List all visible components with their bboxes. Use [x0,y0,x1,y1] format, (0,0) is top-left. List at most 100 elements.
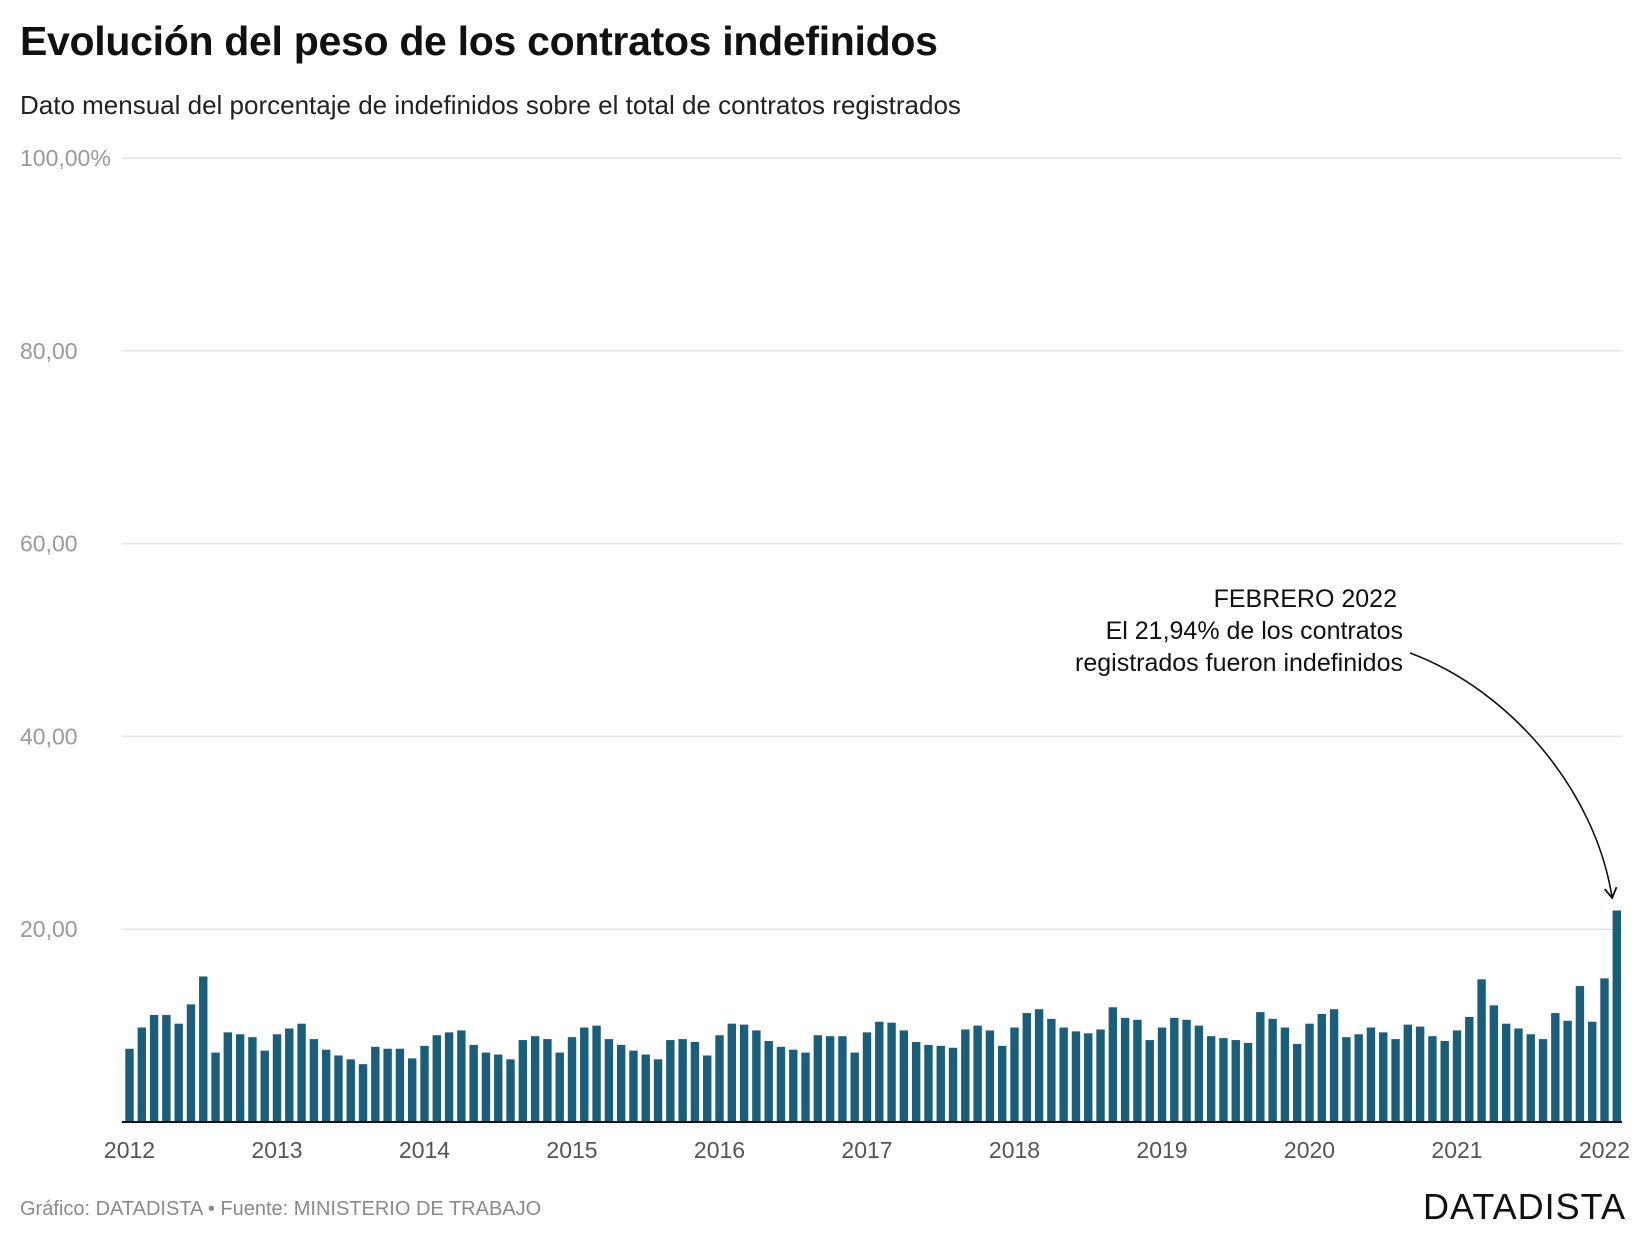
bar [420,1045,429,1122]
x-tick-label: 2018 [989,1137,1040,1163]
x-tick-label: 2015 [546,1137,597,1163]
y-tick-label: 100,00% [20,145,111,171]
bar [690,1041,700,1122]
bar [1268,1018,1277,1122]
bar [1022,1013,1031,1122]
source-note: Gráfico: DATADISTA • Fuente: MINISTERIO … [20,1198,542,1220]
bar [248,1037,257,1122]
bar [1526,1034,1535,1122]
chart-title: Evolución del peso de los contratos inde… [20,18,938,64]
x-tick-label: 2014 [399,1137,450,1163]
x-tick-label: 2012 [104,1137,155,1163]
bar [1096,1029,1105,1122]
bar [1219,1038,1228,1122]
bar [199,976,208,1122]
bar [383,1048,392,1122]
bar [1501,1023,1511,1122]
bar [334,1055,343,1122]
bar [457,1030,466,1122]
bar [776,1046,786,1122]
y-tick-label: 20,00 [20,916,78,942]
bar [1415,1026,1425,1122]
bar [629,1050,638,1122]
bar [149,1015,159,1122]
bar [309,1039,319,1122]
bar [1231,1040,1240,1122]
x-tick-label: 2022 [1579,1137,1630,1163]
bar [973,1025,982,1122]
bar [1465,1016,1474,1122]
bar [518,1040,528,1122]
bar [297,1023,306,1122]
bar [543,1039,552,1122]
bar [1182,1019,1191,1122]
bar [1293,1043,1302,1122]
bar [1452,1030,1462,1122]
x-tick-label: 2021 [1431,1137,1482,1163]
bar [1145,1040,1154,1122]
bar [1342,1037,1351,1122]
bar [1317,1014,1326,1122]
bar [1243,1042,1253,1122]
bar [801,1052,810,1122]
x-tick-label: 2016 [694,1137,745,1163]
annotation-arrow [1409,652,1618,900]
bar [211,1052,220,1122]
annotation: FEBRERO 2022 El 21,94% de los contratos … [1075,585,1618,900]
bar [961,1029,970,1122]
bar [850,1052,859,1122]
bar [985,1030,995,1122]
bar [1588,1021,1597,1122]
bar [825,1036,835,1122]
bar [1280,1027,1290,1122]
bar [1403,1024,1413,1122]
bar [408,1058,417,1122]
bar [1133,1019,1142,1122]
bar [604,1039,614,1122]
bar [1108,1007,1118,1122]
bar [1489,1005,1499,1122]
bar [1391,1039,1400,1122]
bar [739,1024,749,1122]
bar [1600,978,1609,1122]
bar [641,1054,650,1122]
bar [223,1032,233,1122]
bar [789,1049,798,1122]
bar [1538,1039,1548,1122]
bar [494,1054,503,1122]
bar [1366,1027,1376,1122]
bar [1157,1027,1167,1122]
bar [1206,1036,1216,1122]
bar [899,1030,909,1122]
bar [1575,986,1585,1122]
bar [285,1028,294,1122]
bar [137,1027,146,1122]
bar [567,1037,577,1122]
bar [1477,979,1486,1122]
bar [764,1041,773,1122]
bar [580,1027,589,1122]
bar [715,1035,724,1122]
chart-subtitle: Dato mensual del porcentaje de indefinid… [20,90,961,120]
bar [862,1032,872,1122]
y-tick-label: 40,00 [20,723,78,749]
bar [703,1055,712,1122]
x-tick-label: 2013 [251,1137,302,1163]
bar [1256,1012,1265,1122]
bar [346,1059,355,1122]
bar [469,1044,478,1122]
bar [186,1004,196,1122]
bar [125,1048,134,1122]
x-tick-label: 2019 [1136,1137,1187,1163]
bar [1047,1018,1056,1122]
bar [1329,1009,1339,1122]
bar [592,1025,601,1122]
bar [358,1064,368,1122]
bar [530,1036,540,1122]
bar [272,1034,282,1122]
annotation-line-2: El 21,94% de los contratos [1106,617,1403,645]
bar [875,1021,884,1122]
bar [653,1059,663,1122]
bar [838,1036,847,1122]
